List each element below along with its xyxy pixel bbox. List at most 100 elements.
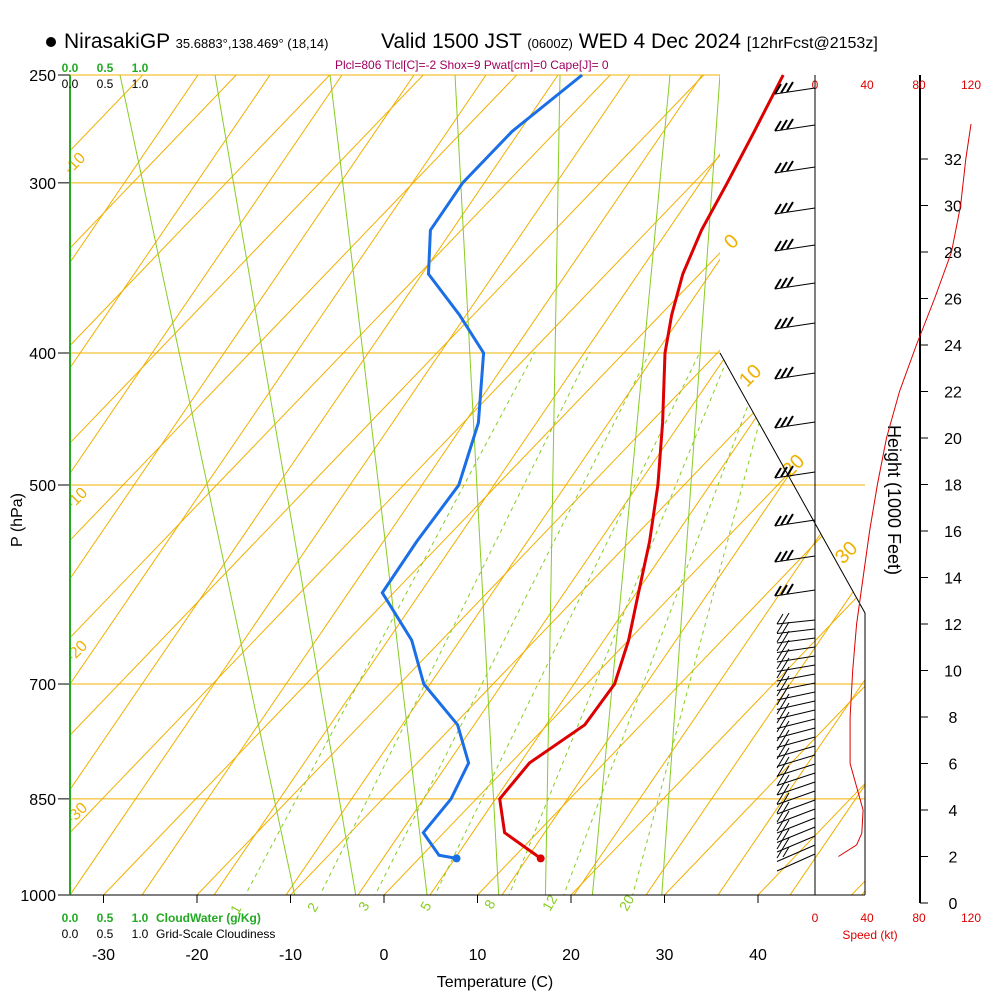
wind-barb <box>776 720 816 739</box>
wind-barb <box>776 729 816 748</box>
isotherm-line <box>70 75 424 895</box>
wind-barb <box>774 160 816 174</box>
height-tick-label: 4 <box>949 803 958 820</box>
adiabat-line <box>429 75 865 895</box>
wind-barb <box>776 828 816 853</box>
wind-barb <box>774 118 816 132</box>
moist-line <box>544 75 561 895</box>
wind-barb <box>776 657 816 672</box>
cloud-water-tick-top: 0.5 <box>97 61 114 75</box>
mixing-ratio-line <box>369 351 651 895</box>
speed-tick-top: 120 <box>961 78 981 92</box>
moist-line <box>589 75 671 895</box>
wind-barb <box>774 549 816 563</box>
forecast-info: [12hrFcst@2153z] <box>746 35 878 52</box>
mixing-ratio-line <box>629 419 761 895</box>
speed-tick-top: 40 <box>860 78 874 92</box>
height-tick-label: 18 <box>944 478 962 495</box>
adiabat-line <box>70 75 487 895</box>
surface-dewpoint-point <box>452 854 461 863</box>
wind-barb <box>774 513 816 527</box>
valid-zulu: (0600Z) <box>527 36 573 51</box>
cloud-water-tick-bottom: 0.0 <box>62 911 79 925</box>
isotherm-label: -20 <box>63 637 91 665</box>
mixing-ratio-line <box>559 399 751 895</box>
x-axis-title: Temperature (C) <box>437 974 553 991</box>
speed-tick-bottom: 40 <box>860 911 874 925</box>
height-tick-label: 12 <box>944 617 962 634</box>
cloud-water-tick-bottom: 1.0 <box>132 911 149 925</box>
isotherm-label: -10 <box>61 149 89 177</box>
wind-barb <box>776 819 816 843</box>
moist-line <box>329 75 431 895</box>
wind-barb <box>774 238 816 252</box>
moist-line <box>214 75 361 895</box>
speed-tick-bottom: 120 <box>961 911 981 925</box>
wind-barb <box>776 711 816 729</box>
mixing-ratio-line <box>429 351 701 895</box>
surface-temperature-point <box>536 854 545 863</box>
temp-tick-label: 20 <box>562 947 580 964</box>
adiabat-line <box>70 75 559 895</box>
wind-barb <box>776 756 816 777</box>
pressure-label-850: 850 <box>29 792 56 809</box>
pressure-label-1000: 1000 <box>20 888 56 905</box>
isotherm-line <box>70 75 518 895</box>
cloudiness-tick-top: 1.0 <box>132 77 149 91</box>
wind-barb <box>776 747 816 767</box>
wind-barb <box>774 81 816 95</box>
wind-barb <box>774 276 816 290</box>
cloudiness-tick-bottom: 0.0 <box>62 927 79 941</box>
pressure-label-500: 500 <box>29 478 56 495</box>
y-axis-title: P (hPa) <box>9 493 26 547</box>
isotherm-line <box>70 75 798 895</box>
isotherm-line <box>383 75 865 895</box>
isotherm-line <box>290 75 865 895</box>
isotherm-label: 10 <box>735 360 766 391</box>
speed-tick-bottom: 0 <box>812 911 819 925</box>
height-axis-title: Height (1000 Feet) <box>884 425 904 575</box>
mixing-ratio-label: 8 <box>481 897 499 912</box>
mixing-ratio-label: 20 <box>616 892 638 914</box>
height-tick-label: 2 <box>949 850 958 867</box>
wind-barb <box>776 666 816 682</box>
isotherm-label: -30 <box>63 799 91 827</box>
wind-barb <box>774 201 816 215</box>
wind-barb <box>776 648 816 663</box>
mixing-ratio-label: 2 <box>304 900 322 915</box>
cloudiness-tick-top: 0.0 <box>62 77 79 91</box>
wind-barb <box>776 675 816 691</box>
wind-barb <box>776 684 816 701</box>
wind-barb <box>776 837 816 862</box>
adiabat-line <box>717 75 865 895</box>
adiabat-line <box>70 75 199 895</box>
height-tick-label: 30 <box>944 199 962 216</box>
wind-barb <box>774 583 816 597</box>
pressure-label-700: 700 <box>29 677 56 694</box>
pressure-label-400: 400 <box>29 346 56 363</box>
cloudiness-label: Grid-Scale Cloudiness <box>156 927 275 941</box>
isotherm-line <box>570 75 865 895</box>
wind-barb <box>776 738 816 758</box>
temp-tick-label: -10 <box>279 947 302 964</box>
speed-tick-bottom: 80 <box>912 911 926 925</box>
cloud-water-tick-top: 1.0 <box>132 61 149 75</box>
adiabat-line <box>70 75 343 895</box>
adiabat-line <box>861 75 865 895</box>
height-tick-label: 6 <box>949 757 958 774</box>
height-tick-label: 16 <box>944 524 962 541</box>
wind-barb <box>776 639 816 653</box>
pressure-label-300: 300 <box>29 176 56 193</box>
cloudiness-tick-bottom: 0.5 <box>97 927 114 941</box>
mixing-ratio-line <box>239 351 536 895</box>
adiabat-line <box>70 75 271 895</box>
wind-speed-line <box>838 124 972 857</box>
cloudiness-tick-top: 0.5 <box>97 77 114 91</box>
height-tick-label: 32 <box>944 152 962 169</box>
diagram-edge <box>719 352 866 614</box>
temp-tick-label: -30 <box>92 947 115 964</box>
mixing-ratio-line <box>504 351 731 895</box>
wind-barb <box>776 693 816 710</box>
station-header: NirasakiGP 35.6883°,138.469° (18,14) <box>64 30 328 54</box>
height-tick-label: 8 <box>949 710 958 727</box>
